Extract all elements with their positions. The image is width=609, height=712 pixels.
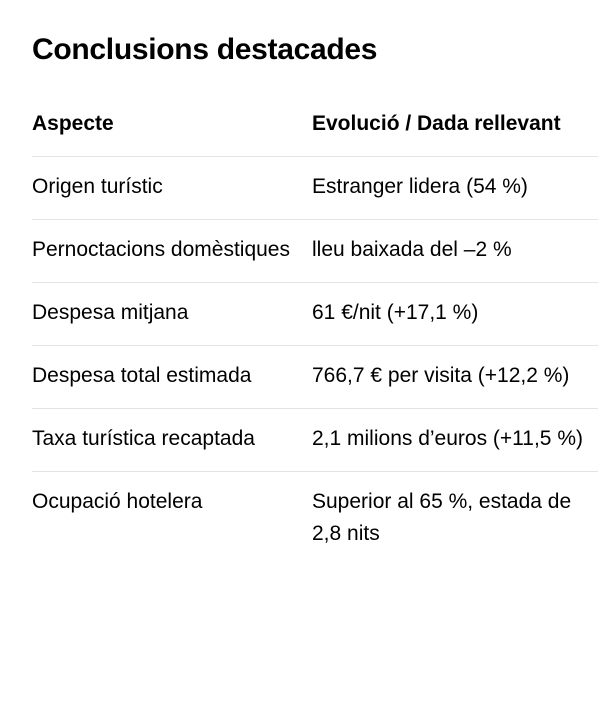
table-row: Origen turístic Estranger lidera (54 %) xyxy=(32,157,598,220)
aspect-cell: Despesa mitjana xyxy=(32,301,189,324)
aspect-cell: Pernoctacions domèstiques xyxy=(32,238,290,261)
column-header-aspecte: Aspecte xyxy=(32,112,114,135)
value-cell: Superior al 65 %, estada de 2,8 nits xyxy=(312,490,572,545)
aspect-cell: Ocupació hotelera xyxy=(32,490,203,513)
column-header-evolucio: Evolució / Dada rellevant xyxy=(312,112,561,135)
aspect-cell: Origen turístic xyxy=(32,175,163,198)
aspect-cell: Taxa turística recaptada xyxy=(32,427,255,450)
table-row: Pernoctacions domèstiques lleu baixada d… xyxy=(32,220,598,283)
value-cell: lleu baixada del –2 % xyxy=(312,238,512,261)
aspect-cell: Despesa total estimada xyxy=(32,364,252,387)
value-cell: 61 €/nit (+17,1 %) xyxy=(312,301,479,324)
page-title: Conclusions destacades xyxy=(32,33,378,66)
table-header-row: Aspecte Evolució / Dada rellevant xyxy=(32,92,598,157)
value-cell: Estranger lidera (54 %) xyxy=(312,175,528,198)
table-row: Ocupació hotelera Superior al 65 %, esta… xyxy=(32,472,598,566)
value-cell: 2,1 milions d’euros (+11,5 %) xyxy=(312,427,583,450)
conclusions-table: Aspecte Evolució / Dada rellevant Origen… xyxy=(32,92,598,566)
table-row: Taxa turística recaptada 2,1 milions d’e… xyxy=(32,409,598,472)
value-cell: 766,7 € per visita (+12,2 %) xyxy=(312,364,570,387)
table-row: Despesa mitjana 61 €/nit (+17,1 %) xyxy=(32,283,598,346)
table-row: Despesa total estimada 766,7 € per visit… xyxy=(32,346,598,409)
